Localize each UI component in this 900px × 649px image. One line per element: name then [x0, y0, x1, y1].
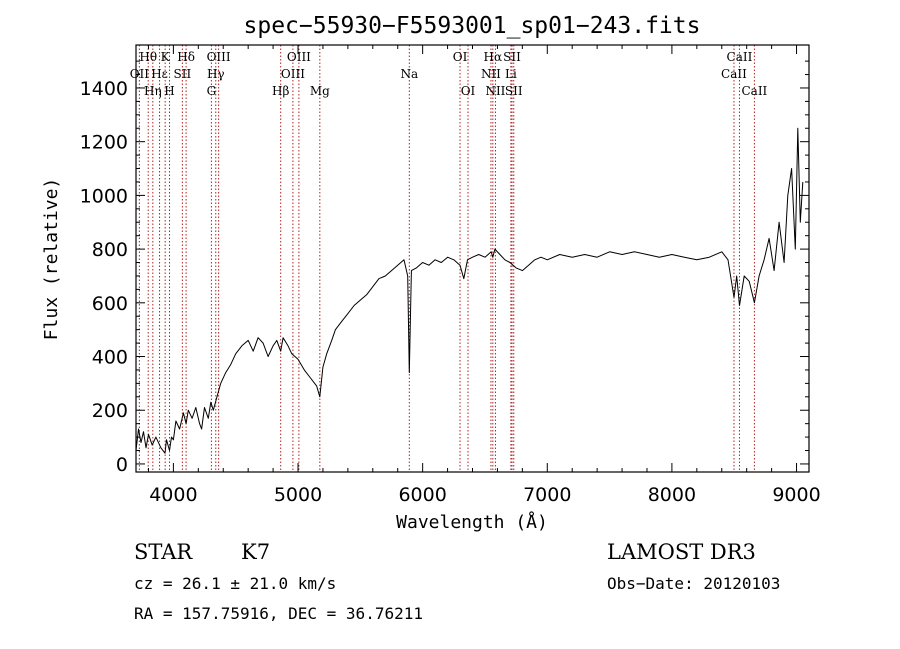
spectral-line-label: Li [505, 67, 517, 81]
plot-frame [135, 44, 810, 473]
spectral-line-label: OI [461, 84, 476, 98]
x-tick-label: 9000 [772, 484, 820, 506]
spectral-line-label: CaII [727, 50, 753, 64]
y-tick-label: 1000 [80, 185, 128, 207]
spectral-line-label: CaII [741, 84, 767, 98]
subclass: K7 [241, 540, 270, 564]
y-tick-label: 800 [92, 239, 128, 261]
y-tick-label: 200 [92, 400, 128, 422]
axis-ticks: 4000 5000 6000 7000 8000 9000 0 200 400 600 800 100… [80, 45, 821, 506]
spectral-line-label: G [207, 84, 217, 98]
spectrum-series [135, 127, 804, 454]
y-tick-label: 1400 [80, 78, 128, 100]
spectral-line-label: OIII [287, 50, 311, 64]
x-tick-label: 4000 [149, 484, 197, 506]
y-tick-label: 400 [92, 347, 128, 369]
spectral-line-label: K [161, 50, 171, 64]
x-tick-label: 7000 [523, 484, 571, 506]
y-axis-label: Flux (relative) [41, 178, 62, 341]
spectral-line-label: NII [485, 84, 505, 98]
spectral-line-label: Mg [310, 84, 330, 98]
spectral-line-label: Hα [484, 50, 503, 64]
spectral-line-label: Hδ [177, 50, 195, 64]
coordinates-text: RA = 157.75916, DEC = 36.76211 [134, 604, 423, 623]
x-tick-label: 5000 [274, 484, 322, 506]
spectral-line-label: OII [130, 67, 150, 81]
chart-title: spec−55930−F5593001_sp01−243.fits [244, 13, 701, 39]
spectral-line-label: Hθ [139, 50, 157, 64]
spectral-line-label: OIII [281, 67, 305, 81]
x-tick-label: 8000 [648, 484, 696, 506]
spectral-line-label: SII [505, 84, 523, 98]
spectral-line-label: Hβ [272, 84, 289, 98]
y-tick-label: 1200 [80, 132, 128, 154]
x-tick-label: 6000 [398, 484, 446, 506]
spectral-line-label: Hγ [207, 67, 225, 81]
spectral-line-label: NII [481, 67, 501, 81]
spectral-line-markers [138, 45, 755, 472]
spectral-line-label: OIII [207, 50, 231, 64]
object-class: STAR [134, 540, 193, 564]
y-tick-label: 0 [116, 454, 128, 476]
spectral-line-label: SII [174, 67, 192, 81]
spectral-line-label: Hε [151, 67, 168, 81]
x-axis-label: Wavelength (Å) [396, 511, 548, 533]
spectral-line-label: Na [400, 67, 418, 81]
spectral-line-label: CaII [721, 67, 747, 81]
spectral-line-label: OI [453, 50, 468, 64]
spectral-line-label: Hη [144, 84, 162, 98]
obs-date-text: Obs−Date: 20120103 [607, 574, 780, 593]
spectrum-line [135, 127, 804, 454]
redshift-text: cz = 26.1 ± 21.0 km/s [134, 574, 336, 593]
spectral-line-label: SII [503, 50, 521, 64]
survey-name: LAMOST DR3 [607, 540, 756, 564]
y-tick-label: 600 [92, 293, 128, 315]
spectral-line-label: H [164, 84, 174, 98]
